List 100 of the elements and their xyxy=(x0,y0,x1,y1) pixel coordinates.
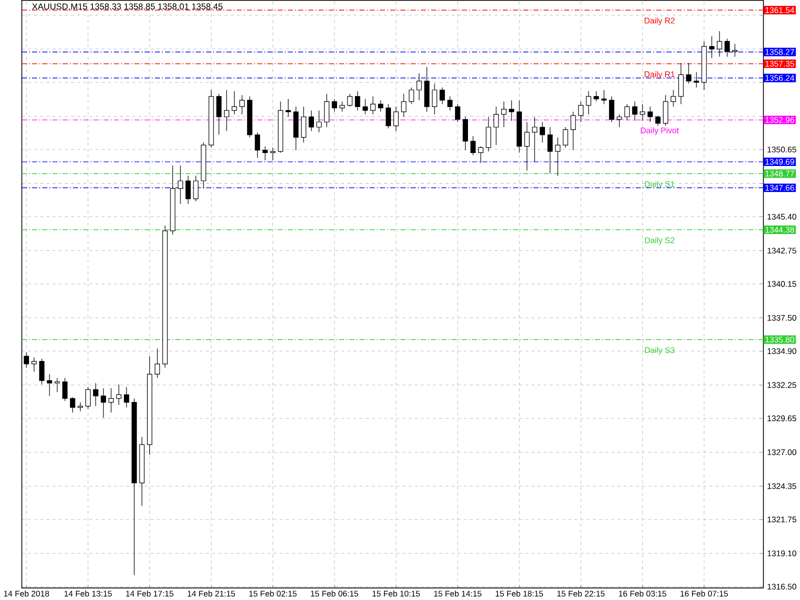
x-tick-label: 14 Feb 13:15 xyxy=(64,590,112,597)
candlestick xyxy=(340,101,345,112)
candlestick xyxy=(262,146,268,161)
candlestick xyxy=(70,396,76,413)
candlestick xyxy=(370,96,376,115)
y-tick-label: 1327.00 xyxy=(768,449,796,456)
y-tick-label: 1316.50 xyxy=(768,584,796,590)
y-tick-label: 1337.50 xyxy=(768,314,796,321)
candlestick xyxy=(62,378,68,402)
candlestick xyxy=(470,136,476,156)
candlestick xyxy=(354,91,360,111)
candlestick xyxy=(478,146,484,164)
candlestick xyxy=(555,137,560,176)
candlestick xyxy=(662,94,668,126)
candlestick xyxy=(416,73,422,101)
candlestick xyxy=(378,100,384,112)
ref-line-label: 1344.38 xyxy=(766,226,794,233)
candlestick xyxy=(632,101,638,122)
candlestick xyxy=(239,94,245,115)
candlestick xyxy=(440,87,445,104)
candlestick xyxy=(732,44,738,58)
candlestick xyxy=(716,30,722,58)
candlestick xyxy=(586,91,592,115)
candlestick xyxy=(616,114,622,128)
candlestick xyxy=(540,122,545,143)
candlestick xyxy=(570,111,576,151)
candlestick xyxy=(286,98,291,118)
y-tick-label: 1340.15 xyxy=(768,281,796,287)
candlestick xyxy=(686,62,692,84)
annotation: Daily S3 xyxy=(644,346,674,355)
candlestick xyxy=(46,374,52,396)
ref-line-label: 1357.35 xyxy=(766,60,794,67)
candlestick xyxy=(24,352,30,368)
candlestick xyxy=(724,38,730,58)
candlestick xyxy=(447,96,453,111)
candlestick xyxy=(508,100,514,122)
candlestick xyxy=(332,98,338,112)
candlestick xyxy=(254,132,260,158)
ref-line-label: 1356.24 xyxy=(766,75,794,81)
candlestick xyxy=(347,94,352,107)
x-tick-label: 14 Feb 17:15 xyxy=(126,590,174,597)
x-tick-label: 15 Feb 10:15 xyxy=(372,590,420,597)
x-tick-label: 15 Feb 22:15 xyxy=(557,590,605,597)
y-tick-label: 1329.65 xyxy=(768,415,796,422)
candlestick xyxy=(624,104,630,120)
chart-title: XAUUSD,M15 1358.33 1358.85 1358.01 1358.45 xyxy=(32,3,223,11)
candlestick xyxy=(401,94,406,118)
candlestick xyxy=(432,83,438,115)
annotation: Daily R1 xyxy=(644,71,675,79)
x-tick-label: 14 Feb 2018 xyxy=(4,590,50,597)
ref-line-label: 1348.77 xyxy=(766,170,794,177)
candlestick xyxy=(301,106,306,143)
ref-line-label: 1349.69 xyxy=(766,158,794,165)
candlestick xyxy=(308,110,314,132)
candlestick xyxy=(93,382,98,407)
candlestick xyxy=(216,94,222,136)
candlestick xyxy=(640,104,646,122)
candlestick xyxy=(108,388,114,413)
candlestick xyxy=(547,126,553,174)
ref-line-label: 1361.54 xyxy=(766,7,794,14)
ref-line-label: 1335.80 xyxy=(766,336,794,343)
candlestick xyxy=(324,94,330,128)
candlestick xyxy=(362,98,368,115)
annotation: Daily S1 xyxy=(644,180,674,189)
candlestick xyxy=(486,116,492,152)
candlestick xyxy=(655,115,660,126)
ref-line-label: 1358.27 xyxy=(766,49,794,55)
candlestick xyxy=(386,104,391,129)
candlestick xyxy=(178,165,184,204)
ref-line-label: 1352.96 xyxy=(766,117,794,123)
candlestick xyxy=(694,72,699,88)
annotation: Daily S2 xyxy=(644,237,674,245)
candlestick xyxy=(54,378,60,392)
candlestick xyxy=(116,384,122,406)
candlestick xyxy=(462,116,468,151)
candlestick xyxy=(224,90,230,132)
candlestick xyxy=(501,101,506,128)
ref-line-label: 1347.66 xyxy=(766,184,794,191)
candlestick xyxy=(532,116,538,162)
candlestick xyxy=(494,106,499,146)
x-tick-label: 15 Feb 02:15 xyxy=(249,590,297,597)
y-tick-label: 1345.40 xyxy=(768,214,796,220)
candlestick xyxy=(455,104,460,122)
y-tick-label: 1334.90 xyxy=(768,348,796,354)
x-tick-label: 15 Feb 18:15 xyxy=(496,590,544,597)
candlestick xyxy=(601,90,607,104)
annotation: Daily Pivot xyxy=(640,127,679,135)
candlestick xyxy=(562,126,568,148)
candlestick xyxy=(524,122,530,171)
candlestick xyxy=(39,358,44,385)
candlestick xyxy=(609,96,614,122)
candlestick xyxy=(100,388,106,418)
y-tick-label: 1321.75 xyxy=(768,516,796,522)
candlestick xyxy=(124,386,130,408)
candlestick xyxy=(154,348,160,378)
candlestick xyxy=(270,147,276,161)
candlestick xyxy=(648,106,653,122)
y-tick-label: 1350.65 xyxy=(768,146,796,152)
candlestick xyxy=(678,62,684,104)
candlestick xyxy=(193,175,198,202)
